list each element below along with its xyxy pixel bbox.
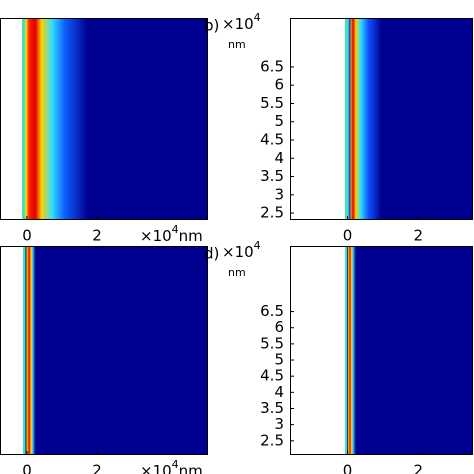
x-multiplier: ×104nm bbox=[140, 223, 203, 245]
y-multiplier-exponent: 4 bbox=[254, 11, 261, 24]
y-tick-label: 3 bbox=[274, 185, 284, 203]
x-unit: nm bbox=[179, 462, 203, 474]
y-tick-label: 4.5 bbox=[260, 131, 284, 149]
y-tick-label: 4 bbox=[274, 149, 284, 167]
heatmap-field bbox=[0, 246, 208, 455]
panel: 0 2 ×104nm bbox=[0, 18, 208, 245]
x-tick-label: 0 bbox=[22, 462, 32, 474]
y-tick-label: 5 bbox=[274, 351, 284, 369]
x-multiplier: ×104nm bbox=[140, 458, 203, 474]
y-tick-label: 5 bbox=[274, 112, 284, 130]
y-tick-label: 5.5 bbox=[260, 334, 284, 352]
y-multiplier-base: ×10 bbox=[222, 15, 254, 33]
x-tick-label: 2 bbox=[92, 227, 102, 245]
plot-frame bbox=[0, 18, 208, 220]
y-tick-label: 6 bbox=[274, 318, 284, 336]
panel: 0 2 ×104nm bbox=[0, 246, 208, 474]
plot-frame bbox=[290, 18, 473, 220]
y-tick-label: 6 bbox=[274, 76, 284, 94]
x-tick-label: 0 bbox=[343, 227, 353, 245]
panel-label: d) bbox=[204, 245, 219, 263]
y-tick-label: 2.5 bbox=[260, 204, 284, 222]
heatmap-field bbox=[290, 18, 473, 220]
plot-frame bbox=[0, 246, 208, 455]
y-tick-label: 4.5 bbox=[260, 367, 284, 385]
y-tick-label: 2.5 bbox=[260, 431, 284, 449]
x-tick-label: 2 bbox=[413, 462, 423, 474]
x-multiplier-base: ×10 bbox=[140, 227, 172, 245]
y-tick-label: 6.5 bbox=[260, 57, 284, 75]
y-tick-label: 3.5 bbox=[260, 167, 284, 185]
y-tick-label: 3 bbox=[274, 415, 284, 433]
y-tick-label: 5.5 bbox=[260, 94, 284, 112]
heatmap-field bbox=[0, 18, 208, 220]
x-tick-label: 2 bbox=[92, 462, 102, 474]
y-multiplier: ×104 bbox=[222, 11, 261, 33]
y-tick-label: 3.5 bbox=[260, 399, 284, 417]
x-tick-label: 0 bbox=[22, 227, 32, 245]
y-tick-label: 6.5 bbox=[260, 302, 284, 320]
y-unit: nm bbox=[228, 38, 246, 51]
x-unit: nm bbox=[179, 227, 203, 245]
x-tick-label: 0 bbox=[343, 462, 353, 474]
y-multiplier-exponent: 4 bbox=[254, 239, 261, 252]
heatmap-field bbox=[290, 246, 473, 455]
x-multiplier-exponent: 4 bbox=[172, 458, 179, 471]
panel-label: b) bbox=[204, 17, 219, 35]
y-multiplier-base: ×10 bbox=[222, 243, 254, 261]
x-multiplier-exponent: 4 bbox=[172, 223, 179, 236]
y-tick-label: 4 bbox=[274, 383, 284, 401]
y-multiplier: ×104 bbox=[222, 239, 261, 261]
x-multiplier-base: ×10 bbox=[140, 462, 172, 474]
y-unit: nm bbox=[228, 266, 246, 279]
plot-frame bbox=[290, 246, 473, 455]
x-tick-label: 2 bbox=[413, 227, 423, 245]
